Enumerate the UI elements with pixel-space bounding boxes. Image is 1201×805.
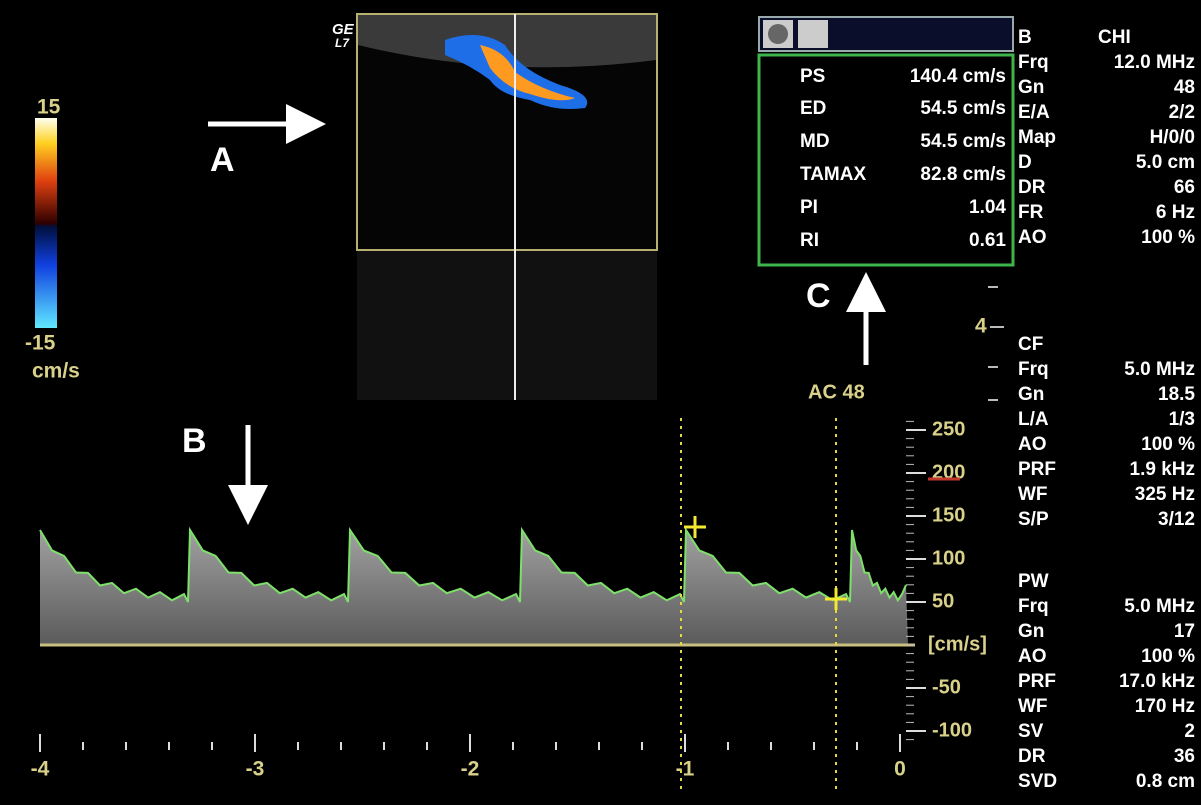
param-value: 6 Hz <box>1156 202 1195 223</box>
param-value: 36 <box>1174 746 1195 767</box>
time-label: -3 <box>246 758 265 781</box>
color-bar <box>35 118 57 328</box>
param-value: 5.0 MHz <box>1124 359 1195 380</box>
measure-value: 82.8 cm/s <box>920 164 1006 185</box>
param-label: PRF <box>1018 671 1056 692</box>
param-label: AO <box>1018 227 1047 248</box>
measure-value: 0.61 <box>969 230 1006 251</box>
tool-button[interactable] <box>798 20 828 48</box>
mode-title: B <box>1018 27 1032 48</box>
label-a: A <box>210 141 235 179</box>
velocity-unit: [cm/s] <box>928 633 987 655</box>
param-label: AO <box>1018 646 1047 667</box>
image-lower <box>357 250 657 400</box>
page: GE L7 15 -15 cm/s A B C PS140.4 cm/sED54… <box>0 0 1201 805</box>
velocity-label: -100 <box>932 719 972 741</box>
param-value: 2 <box>1184 721 1195 742</box>
param-value: 100 % <box>1141 227 1195 248</box>
param-label: Frq <box>1018 596 1049 617</box>
param-label: Frq <box>1018 359 1049 380</box>
acoustic-output: AC 48 <box>808 381 865 403</box>
scale-top: 15 <box>37 96 61 119</box>
param-value: 18.5 <box>1158 384 1195 405</box>
scale-unit: cm/s <box>32 360 80 383</box>
param-label: WF <box>1018 696 1048 717</box>
measure-value: 1.04 <box>969 197 1006 218</box>
measure-label: MD <box>800 131 830 152</box>
param-label: D <box>1018 152 1032 173</box>
param-label: L/A <box>1018 409 1049 430</box>
time-label: -4 <box>31 758 50 781</box>
param-value: 325 Hz <box>1135 484 1195 505</box>
param-label: Gn <box>1018 621 1044 642</box>
measure-label: ED <box>800 98 826 119</box>
param-label: WF <box>1018 484 1048 505</box>
mode-name: CHI <box>1098 27 1131 48</box>
param-value: 100 % <box>1141 434 1195 455</box>
param-label: PRF <box>1018 459 1056 480</box>
label-b: B <box>182 422 207 460</box>
param-label: Frq <box>1018 52 1049 73</box>
toolbar <box>759 17 1013 51</box>
measure-value: 54.5 cm/s <box>920 98 1006 119</box>
param-label: SVD <box>1018 771 1057 792</box>
param-value: 5.0 MHz <box>1124 596 1195 617</box>
measure-label: PI <box>800 197 818 218</box>
tool-icon <box>768 24 788 44</box>
param-label: S/P <box>1018 509 1049 530</box>
param-value: H/0/0 <box>1150 127 1195 148</box>
param-value: 100 % <box>1141 646 1195 667</box>
param-label: DR <box>1018 177 1046 198</box>
param-value: 1/3 <box>1169 409 1195 430</box>
velocity-label: 150 <box>932 504 965 526</box>
depth-marker: 4 <box>975 315 987 338</box>
velocity-label: 100 <box>932 547 965 569</box>
measure-label: TAMAX <box>800 164 866 185</box>
param-value: 5.0 cm <box>1136 152 1195 173</box>
ultrasound-screen: GE L7 15 -15 cm/s A B C PS140.4 cm/sED54… <box>0 0 1201 805</box>
time-label: 0 <box>894 758 906 781</box>
scale-bottom: -15 <box>25 332 56 355</box>
param-value: 17 <box>1174 621 1195 642</box>
probe-model: L7 <box>335 36 350 50</box>
param-label: SV <box>1018 721 1044 742</box>
mode-title: CF <box>1018 334 1043 355</box>
mode-title: PW <box>1018 571 1049 592</box>
label-c: C <box>806 277 831 315</box>
param-label: DR <box>1018 746 1046 767</box>
param-label: E/A <box>1018 102 1050 123</box>
param-value: 17.0 kHz <box>1119 671 1195 692</box>
velocity-label: 250 <box>932 418 965 440</box>
time-label: -2 <box>461 758 480 781</box>
param-value: 12.0 MHz <box>1114 52 1195 73</box>
param-value: 3/12 <box>1158 509 1195 530</box>
param-label: FR <box>1018 202 1044 223</box>
time-label: -1 <box>676 758 695 781</box>
param-label: Gn <box>1018 77 1044 98</box>
measure-value: 54.5 cm/s <box>920 131 1006 152</box>
param-label: Map <box>1018 127 1056 148</box>
param-value: 0.8 cm <box>1136 771 1195 792</box>
velocity-label: 50 <box>932 590 954 612</box>
param-value: 66 <box>1174 177 1195 198</box>
measure-label: RI <box>800 230 819 251</box>
param-label: AO <box>1018 434 1047 455</box>
param-label: Gn <box>1018 384 1044 405</box>
param-value: 1.9 kHz <box>1130 459 1195 480</box>
param-value: 2/2 <box>1169 102 1195 123</box>
velocity-label: -50 <box>932 676 961 698</box>
measure-value: 140.4 cm/s <box>910 66 1006 87</box>
measure-label: PS <box>800 66 825 87</box>
param-value: 48 <box>1174 77 1195 98</box>
param-value: 170 Hz <box>1135 696 1195 717</box>
